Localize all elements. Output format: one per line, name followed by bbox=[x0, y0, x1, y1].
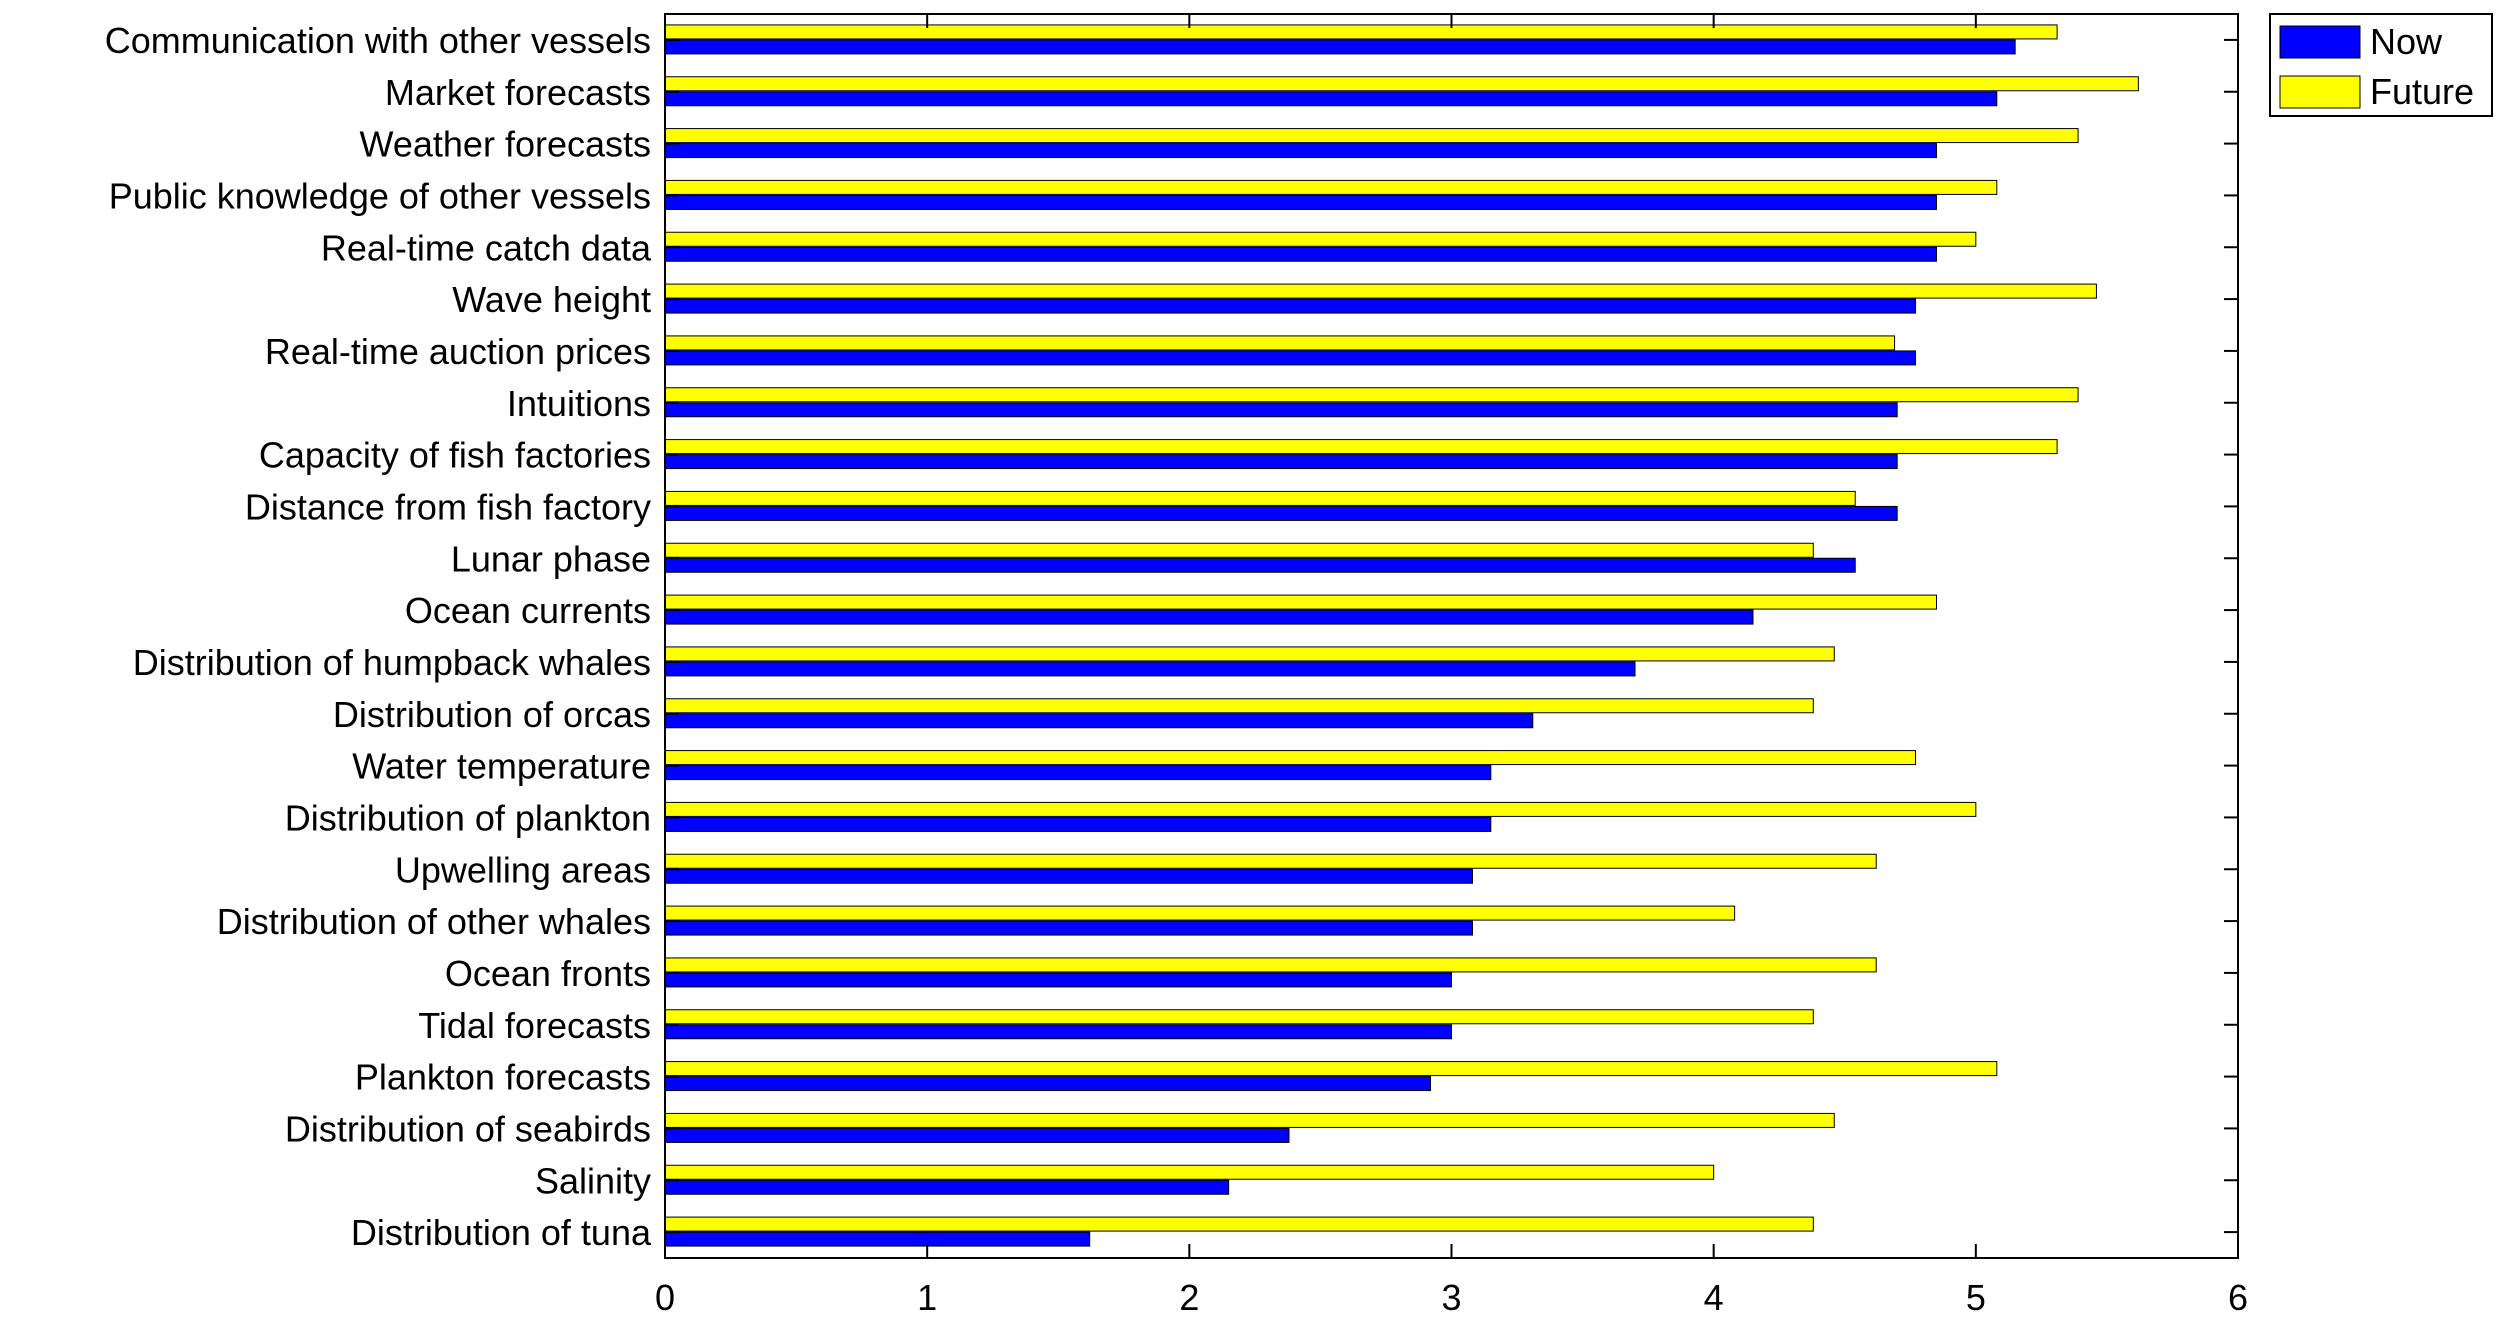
bar-future-wave-height bbox=[664, 283, 2097, 299]
bar-now-capacity-of-fish-factories bbox=[664, 454, 1898, 470]
bar-now-distribution-of-seabirds bbox=[664, 1127, 1290, 1143]
category-label-upwelling-areas: Upwelling areas bbox=[395, 849, 651, 890]
bar-future-weather-forecasts bbox=[664, 128, 2079, 144]
category-label-distance-from-fish-factory: Distance from fish factory bbox=[245, 486, 651, 527]
bar-future-plankton-forecasts bbox=[664, 1061, 1998, 1077]
category-label-ocean-currents: Ocean currents bbox=[405, 590, 651, 631]
legend: Now Future bbox=[2269, 13, 2493, 117]
bar-future-distribution-of-plankton bbox=[664, 801, 1977, 817]
category-label-communication-with-other-vessels: Communication with other vessels bbox=[105, 20, 651, 61]
bar-now-distance-from-fish-factory bbox=[664, 505, 1898, 521]
plot-area-frame bbox=[664, 13, 2239, 1259]
bar-now-ocean-fronts bbox=[664, 972, 1452, 988]
category-label-salinity: Salinity bbox=[535, 1160, 651, 1201]
bar-future-tidal-forecasts bbox=[664, 1009, 1814, 1025]
bar-now-intuitions bbox=[664, 402, 1898, 418]
bar-now-distribution-of-other-whales bbox=[664, 920, 1473, 936]
x-tick-labels-group: 0 1 2 3 4 5 6 bbox=[655, 1277, 2248, 1318]
bar-now-weather-forecasts bbox=[664, 143, 1938, 159]
category-label-distribution-of-orcas: Distribution of orcas bbox=[333, 694, 651, 735]
bar-now-market-forecasts bbox=[664, 91, 1998, 107]
x-tick-label-5: 5 bbox=[1966, 1277, 1986, 1318]
legend-swatch-future bbox=[2279, 75, 2361, 109]
bar-now-salinity bbox=[664, 1179, 1230, 1195]
bar-future-distribution-of-other-whales bbox=[664, 905, 1736, 921]
legend-label-now: Now bbox=[2370, 21, 2443, 62]
x-tick-label-0: 0 bbox=[655, 1277, 675, 1318]
category-label-distribution-of-seabirds: Distribution of seabirds bbox=[285, 1108, 651, 1149]
category-labels-group: Communication with other vessels Market f… bbox=[105, 20, 652, 1253]
bar-now-plankton-forecasts bbox=[664, 1076, 1432, 1092]
axis-ticks-group bbox=[664, 14, 2239, 1258]
bar-now-upwelling-areas bbox=[664, 868, 1473, 884]
category-label-capacity-of-fish-factories: Capacity of fish factories bbox=[259, 435, 651, 476]
bar-now-real-time-catch-data bbox=[664, 246, 1938, 262]
bar-future-market-forecasts bbox=[664, 76, 2139, 92]
bar-future-intuitions bbox=[664, 387, 2079, 403]
bar-now-lunar-phase bbox=[664, 557, 1856, 573]
bar-now-tidal-forecasts bbox=[664, 1024, 1452, 1040]
bar-now-distribution-of-plankton bbox=[664, 816, 1492, 832]
bar-now-distribution-of-tuna bbox=[664, 1231, 1091, 1247]
bar-future-distribution-of-seabirds bbox=[664, 1112, 1835, 1128]
category-label-lunar-phase: Lunar phase bbox=[451, 538, 651, 579]
category-label-distribution-of-tuna: Distribution of tuna bbox=[351, 1212, 652, 1253]
x-tick-label-1: 1 bbox=[917, 1277, 937, 1318]
legend-label-future: Future bbox=[2370, 71, 2474, 112]
bar-future-salinity bbox=[664, 1164, 1715, 1180]
bar-now-water-temperature bbox=[664, 765, 1492, 781]
category-label-distribution-of-humpback-whales: Distribution of humpback whales bbox=[133, 642, 651, 683]
category-label-distribution-of-plankton: Distribution of plankton bbox=[285, 797, 651, 838]
category-label-tidal-forecasts: Tidal forecasts bbox=[418, 1005, 651, 1046]
x-tick-label-3: 3 bbox=[1441, 1277, 1461, 1318]
bar-now-ocean-currents bbox=[664, 609, 1754, 625]
bar-future-lunar-phase bbox=[664, 542, 1814, 558]
category-label-distribution-of-other-whales: Distribution of other whales bbox=[217, 901, 651, 942]
bar-future-public-knowledge-of-other-vessels bbox=[664, 179, 1998, 195]
bar-future-water-temperature bbox=[664, 750, 1917, 766]
bar-future-communication-with-other-vessels bbox=[664, 24, 2058, 40]
category-label-real-time-catch-data: Real-time catch data bbox=[321, 227, 652, 268]
category-label-real-time-auction-prices: Real-time auction prices bbox=[265, 331, 651, 372]
bar-now-wave-height bbox=[664, 298, 1917, 314]
category-label-wave-height: Wave height bbox=[452, 279, 651, 320]
bar-future-distribution-of-orcas bbox=[664, 698, 1814, 714]
bar-future-distribution-of-tuna bbox=[664, 1216, 1814, 1232]
bar-now-public-knowledge-of-other-vessels bbox=[664, 194, 1938, 210]
category-label-market-forecasts: Market forecasts bbox=[385, 72, 651, 113]
bar-future-upwelling-areas bbox=[664, 853, 1877, 869]
bar-now-real-time-auction-prices bbox=[664, 350, 1917, 366]
bar-now-communication-with-other-vessels bbox=[664, 39, 2016, 55]
x-tick-label-2: 2 bbox=[1179, 1277, 1199, 1318]
category-label-weather-forecasts: Weather forecasts bbox=[360, 124, 651, 165]
bar-future-real-time-auction-prices bbox=[664, 335, 1896, 351]
bar-future-distribution-of-humpback-whales bbox=[664, 646, 1835, 662]
bar-now-distribution-of-orcas bbox=[664, 713, 1534, 729]
category-label-public-knowledge-of-other-vessels: Public knowledge of other vessels bbox=[109, 175, 651, 216]
category-label-water-temperature: Water temperature bbox=[352, 746, 651, 787]
x-tick-label-4: 4 bbox=[1704, 1277, 1724, 1318]
x-tick-label-6: 6 bbox=[2228, 1277, 2248, 1318]
category-label-ocean-fronts: Ocean fronts bbox=[445, 953, 651, 994]
bar-future-ocean-fronts bbox=[664, 957, 1877, 973]
bar-future-ocean-currents bbox=[664, 594, 1938, 610]
bar-future-distance-from-fish-factory bbox=[664, 490, 1856, 506]
category-label-plankton-forecasts: Plankton forecasts bbox=[355, 1057, 651, 1098]
bar-future-real-time-catch-data bbox=[664, 231, 1977, 247]
legend-swatch-now bbox=[2279, 25, 2361, 59]
category-label-intuitions: Intuitions bbox=[507, 383, 651, 424]
bar-future-capacity-of-fish-factories bbox=[664, 439, 2058, 455]
bar-now-distribution-of-humpback-whales bbox=[664, 661, 1636, 677]
